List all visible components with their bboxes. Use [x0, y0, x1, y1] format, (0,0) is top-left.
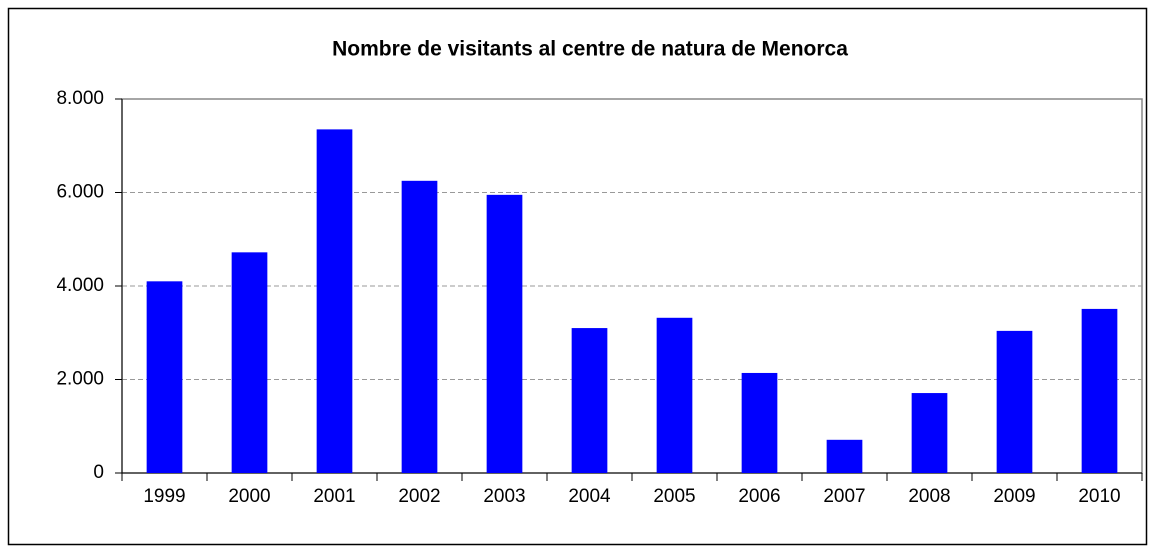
bar	[826, 439, 863, 473]
bar	[741, 372, 778, 473]
bar	[656, 317, 693, 473]
bar	[996, 330, 1033, 473]
bar	[316, 129, 353, 473]
x-tick-label: 2003	[483, 486, 525, 507]
x-tick-label: 2010	[1078, 486, 1120, 507]
x-tick-label: 2005	[653, 486, 695, 507]
bar	[1081, 308, 1118, 473]
bar	[911, 393, 948, 473]
chart-title: Nombre de visitants al centre de natura …	[332, 38, 848, 61]
y-tick-label: 8.000	[56, 88, 104, 109]
x-tick-label: 2002	[398, 486, 440, 507]
bar	[146, 281, 183, 473]
y-tick-label: 4.000	[56, 275, 104, 296]
x-tick-label: 2006	[738, 486, 780, 507]
x-tick-label: 2004	[568, 486, 611, 507]
x-tick-label: 2000	[228, 486, 270, 507]
y-tick-label: 6.000	[56, 182, 104, 203]
bar	[486, 194, 523, 473]
x-tick-label: 2007	[823, 486, 865, 507]
y-tick-label: 2.000	[56, 369, 104, 390]
y-tick-label: 0	[93, 462, 104, 483]
bar	[401, 180, 438, 473]
x-tick-label: 2001	[313, 486, 355, 507]
bar	[571, 328, 608, 473]
x-tick-label: 2009	[993, 486, 1035, 507]
x-tick-label: 1999	[143, 486, 185, 507]
x-tick-label: 2008	[908, 486, 950, 507]
bar	[231, 252, 268, 473]
